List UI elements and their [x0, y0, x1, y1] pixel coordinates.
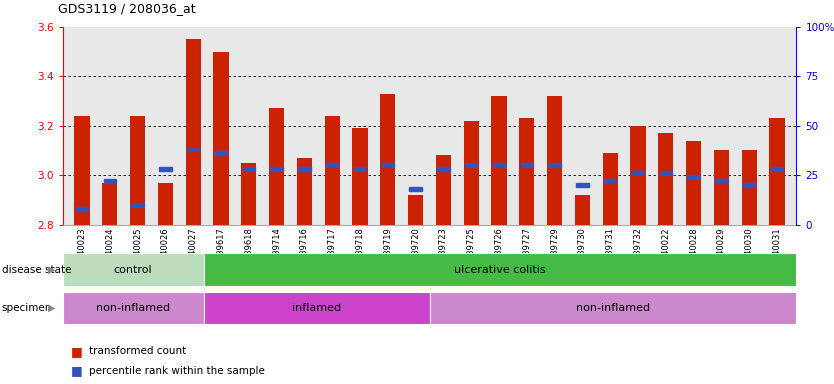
- Bar: [714, 151, 729, 225]
- Bar: [437, 167, 450, 171]
- Text: control: control: [113, 265, 153, 275]
- Bar: [716, 179, 727, 183]
- Text: ▶: ▶: [48, 303, 55, 313]
- Bar: [464, 121, 479, 225]
- Bar: [103, 179, 116, 183]
- Bar: [185, 39, 201, 225]
- Bar: [604, 179, 616, 183]
- Bar: [241, 163, 256, 225]
- Bar: [74, 116, 90, 225]
- Bar: [771, 167, 783, 171]
- Bar: [380, 94, 395, 225]
- Bar: [576, 183, 589, 187]
- Text: ulcerative colitis: ulcerative colitis: [455, 265, 546, 275]
- Bar: [741, 151, 757, 225]
- Bar: [270, 167, 283, 171]
- Bar: [215, 151, 227, 156]
- Bar: [132, 203, 143, 207]
- Bar: [575, 195, 590, 225]
- Bar: [520, 163, 533, 167]
- Bar: [63, 292, 203, 324]
- Bar: [158, 183, 173, 225]
- Bar: [214, 51, 229, 225]
- Bar: [203, 253, 796, 286]
- Bar: [430, 292, 796, 324]
- Bar: [658, 133, 674, 225]
- Bar: [491, 96, 507, 225]
- Bar: [660, 171, 672, 175]
- Bar: [493, 163, 505, 167]
- Bar: [269, 108, 284, 225]
- Text: GDS3119 / 208036_at: GDS3119 / 208036_at: [58, 2, 196, 15]
- Bar: [326, 163, 339, 167]
- Bar: [354, 167, 366, 171]
- Bar: [602, 153, 618, 225]
- Bar: [130, 116, 145, 225]
- Bar: [352, 128, 368, 225]
- Bar: [435, 156, 451, 225]
- Bar: [743, 183, 756, 187]
- Text: ■: ■: [71, 345, 83, 358]
- Bar: [63, 253, 203, 286]
- Bar: [297, 158, 312, 225]
- Bar: [102, 183, 118, 225]
- Text: non-inflamed: non-inflamed: [576, 303, 650, 313]
- Bar: [203, 292, 430, 324]
- Bar: [631, 126, 646, 225]
- Bar: [687, 175, 700, 179]
- Text: transformed count: transformed count: [89, 346, 187, 356]
- Bar: [382, 163, 394, 167]
- Bar: [324, 116, 340, 225]
- Bar: [632, 171, 644, 175]
- Text: specimen: specimen: [2, 303, 52, 313]
- Bar: [243, 167, 255, 171]
- Text: ■: ■: [71, 364, 83, 377]
- Bar: [549, 163, 560, 167]
- Bar: [547, 96, 562, 225]
- Bar: [465, 163, 477, 167]
- Text: inflamed: inflamed: [292, 303, 341, 313]
- Text: non-inflamed: non-inflamed: [96, 303, 170, 313]
- Bar: [299, 167, 310, 171]
- Bar: [187, 147, 199, 151]
- Bar: [519, 118, 535, 225]
- Bar: [76, 207, 88, 211]
- Bar: [408, 195, 423, 225]
- Text: ▶: ▶: [48, 265, 55, 275]
- Text: percentile rank within the sample: percentile rank within the sample: [89, 366, 265, 376]
- Bar: [769, 118, 785, 225]
- Bar: [686, 141, 701, 225]
- Bar: [159, 167, 172, 171]
- Bar: [409, 187, 422, 191]
- Text: disease state: disease state: [2, 265, 71, 275]
